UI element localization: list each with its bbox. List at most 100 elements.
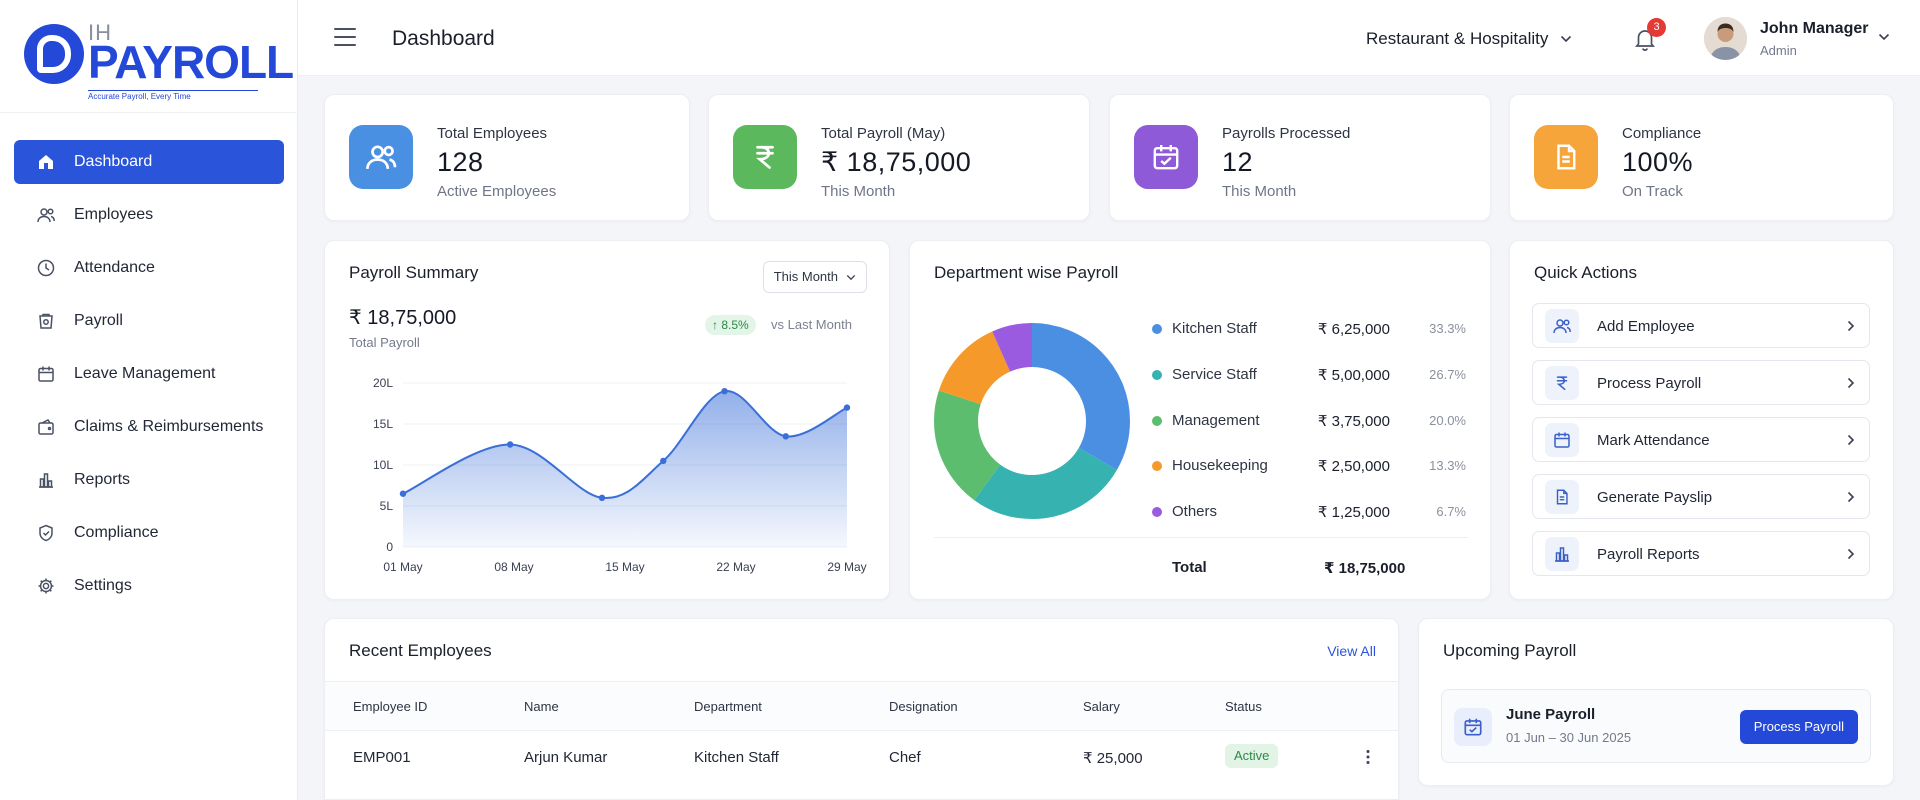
legend-dot bbox=[1152, 324, 1162, 334]
legend-row: Kitchen Staff ₹ 6,25,000 33.3% bbox=[1152, 319, 1466, 339]
data-point[interactable] bbox=[399, 490, 407, 497]
sidebar-item-employees[interactable]: Employees bbox=[14, 193, 284, 237]
user-role: Admin bbox=[1760, 43, 1797, 58]
column-header[interactable]: Department bbox=[694, 699, 762, 714]
department-payroll-card: Department wise Payroll Kitchen Staff ₹ … bbox=[909, 240, 1491, 600]
donut-slice[interactable] bbox=[934, 323, 1130, 519]
data-point[interactable] bbox=[506, 441, 514, 448]
legend-name: Management bbox=[1172, 412, 1260, 429]
table-row[interactable]: EMP001 Arjun Kumar Kitchen Staff Chef ₹ … bbox=[325, 731, 1398, 783]
column-header[interactable]: Designation bbox=[889, 699, 958, 714]
document-icon bbox=[1556, 489, 1568, 505]
process-payroll-button[interactable]: Process Payroll bbox=[1532, 360, 1870, 405]
card-title: Recent Employees bbox=[349, 641, 492, 660]
notification-badge: 3 bbox=[1647, 18, 1666, 37]
x-tick-label: 15 May bbox=[605, 560, 644, 574]
stat-subtext: This Month bbox=[821, 183, 896, 200]
generate-payslip-button[interactable]: Generate Payslip bbox=[1532, 474, 1870, 519]
y-tick-label: 20L bbox=[373, 376, 393, 390]
period-select-label: This Month bbox=[773, 269, 838, 284]
x-tick-label: 29 May bbox=[827, 560, 866, 574]
rupee-icon bbox=[1556, 376, 1568, 391]
sidebar-item-payroll[interactable]: Payroll bbox=[14, 299, 284, 343]
payroll-reports-button[interactable]: Payroll Reports bbox=[1532, 531, 1870, 576]
organization-select[interactable]: Restaurant & Hospitality bbox=[1366, 29, 1572, 49]
total-value: ₹ 18,75,000 bbox=[1324, 560, 1406, 577]
legend-dot bbox=[1152, 370, 1162, 380]
stat-icon-tile bbox=[349, 125, 413, 189]
column-header[interactable]: Employee ID bbox=[353, 699, 428, 714]
logo-tagline: Accurate Payroll, Every Time bbox=[88, 90, 258, 101]
card-title: Quick Actions bbox=[1534, 263, 1637, 282]
cell-name: Arjun Kumar bbox=[524, 749, 608, 766]
process-payroll-button[interactable]: Process Payroll bbox=[1739, 710, 1858, 744]
payroll-total-label: Total Payroll bbox=[349, 335, 420, 350]
chevron-right-icon bbox=[1847, 320, 1855, 332]
column-header[interactable]: Salary bbox=[1083, 699, 1120, 714]
legend-row: Management ₹ 3,75,000 20.0% bbox=[1152, 411, 1466, 431]
qa-label: Process Payroll bbox=[1597, 375, 1702, 392]
add-employee-button[interactable]: Add Employee bbox=[1532, 303, 1870, 348]
x-tick-label: 08 May bbox=[494, 560, 533, 574]
legend-amount: ₹ 6,25,000 bbox=[1317, 321, 1390, 338]
data-point[interactable] bbox=[660, 457, 667, 465]
avatar[interactable] bbox=[1704, 17, 1747, 60]
legend-percent: 13.3% bbox=[1429, 458, 1466, 473]
mark-attendance-button[interactable]: Mark Attendance bbox=[1532, 417, 1870, 462]
wallet-icon bbox=[38, 419, 54, 435]
column-header[interactable]: Status bbox=[1225, 699, 1262, 714]
sidebar-item-leave-management[interactable]: Leave Management bbox=[14, 352, 284, 396]
stat-card-total-employees: Total Employees 128 Active Employees bbox=[324, 94, 690, 221]
data-point[interactable] bbox=[721, 388, 728, 395]
upcoming-payroll-name: June Payroll bbox=[1506, 706, 1596, 723]
column-header[interactable]: Name bbox=[524, 699, 559, 714]
sidebar-item-dashboard[interactable]: Dashboard bbox=[14, 140, 284, 184]
donut-slice[interactable] bbox=[934, 323, 1130, 519]
stat-card-total-payroll: Total Payroll (May) ₹ 18,75,000 This Mon… bbox=[708, 94, 1090, 221]
chevron-down-icon[interactable] bbox=[1878, 33, 1890, 41]
sidebar-item-compliance[interactable]: Compliance bbox=[14, 511, 284, 555]
stat-icon-tile bbox=[1134, 125, 1198, 189]
x-tick-label: 22 May bbox=[716, 560, 755, 574]
legend-amount: ₹ 1,25,000 bbox=[1317, 504, 1390, 521]
chevron-down-icon bbox=[1561, 35, 1572, 43]
view-all-link[interactable]: View All bbox=[1327, 643, 1376, 659]
brand-logo[interactable]: IH PAYROLL Accurate Payroll, Every Time bbox=[24, 18, 294, 101]
payroll-icon bbox=[39, 313, 53, 329]
stat-card-payrolls-processed: Payrolls Processed 12 This Month bbox=[1109, 94, 1491, 221]
add-user-icon bbox=[1553, 319, 1571, 334]
stat-label: Total Employees bbox=[437, 125, 548, 142]
up-icon-tile bbox=[1454, 708, 1492, 746]
clock-icon bbox=[37, 259, 55, 277]
more-vertical-icon[interactable] bbox=[1361, 749, 1375, 765]
legend-amount: ₹ 5,00,000 bbox=[1317, 367, 1390, 384]
sidebar-item-attendance[interactable]: Attendance bbox=[14, 246, 284, 290]
change-badge: ↑ 8.5% bbox=[705, 315, 756, 335]
legend-percent: 6.7% bbox=[1436, 504, 1466, 519]
sidebar-item-settings[interactable]: Settings bbox=[14, 564, 284, 608]
y-tick-label: 10L bbox=[373, 458, 393, 472]
data-point[interactable] bbox=[843, 404, 851, 411]
stat-card-compliance: Compliance 100% On Track bbox=[1509, 94, 1894, 221]
upcoming-payroll-item: June Payroll 01 Jun – 30 Jun 2025 Proces… bbox=[1441, 689, 1871, 763]
menu-toggle-icon[interactable] bbox=[334, 28, 356, 48]
x-tick-label: 01 May bbox=[383, 560, 422, 574]
status-badge: Active bbox=[1225, 744, 1279, 768]
logo-prefix: IH bbox=[88, 20, 112, 45]
upcoming-payroll-range: 01 Jun – 30 Jun 2025 bbox=[1506, 730, 1632, 745]
qa-icon-tile bbox=[1545, 309, 1579, 343]
data-point[interactable] bbox=[782, 433, 789, 440]
sidebar-item-claims[interactable]: Claims & Reimbursements bbox=[14, 405, 284, 449]
y-tick-label: 0 bbox=[386, 540, 393, 554]
calendar-check-icon bbox=[1464, 718, 1482, 736]
data-point[interactable] bbox=[598, 494, 606, 501]
donut-slice[interactable] bbox=[934, 323, 1130, 519]
sidebar-item-label: Compliance bbox=[74, 524, 159, 541]
y-tick-label: 15L bbox=[373, 417, 393, 431]
sidebar-item-reports[interactable]: Reports bbox=[14, 458, 284, 502]
card-title: Department wise Payroll bbox=[934, 263, 1119, 282]
period-select[interactable]: This Month bbox=[762, 261, 867, 293]
stat-value: 12 bbox=[1222, 147, 1254, 177]
upcoming-payroll-card: Upcoming Payroll June Payroll 01 Jun – 3… bbox=[1418, 618, 1894, 786]
stat-label: Compliance bbox=[1622, 125, 1702, 142]
